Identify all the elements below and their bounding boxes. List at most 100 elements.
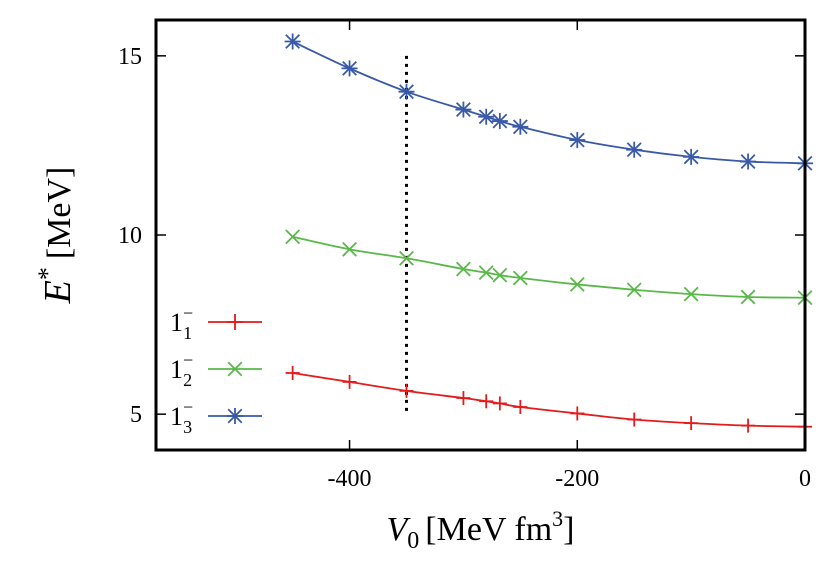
series-2-point	[740, 289, 756, 305]
series-3-point	[398, 83, 415, 100]
series-1-point	[342, 374, 357, 389]
legend-entry-1: 1− 1	[170, 303, 262, 343]
legend-label-sub: 2	[183, 370, 192, 390]
x-tick-label: -400	[328, 466, 372, 492]
series-3-point	[740, 153, 757, 170]
axis-ticks: -400 -200 0 5 10 15	[118, 20, 811, 492]
y-tick-label: 10	[118, 223, 142, 249]
marker-stroke	[478, 265, 494, 281]
series-3-point	[626, 141, 643, 158]
series-1	[285, 365, 812, 434]
marker-stroke	[626, 282, 642, 298]
marker-stroke	[569, 132, 585, 148]
x-tick-label: -200	[555, 466, 599, 492]
series-3-point	[478, 108, 495, 125]
series-2	[285, 229, 813, 306]
x-axis-label-unit-sup: 3	[552, 506, 563, 531]
series-1-point	[570, 406, 585, 421]
y-tick-label: 5	[130, 402, 142, 428]
marker-stroke	[399, 84, 414, 100]
series-2-point	[285, 229, 301, 245]
legend-marker	[227, 408, 243, 424]
legend-label-sup: −	[183, 303, 193, 323]
x-axis-label-unit-pre: [MeV fm	[425, 511, 552, 548]
x-axis-label-unit-post: ]	[563, 511, 574, 548]
legend-marker	[227, 314, 243, 330]
y-tick-label: 15	[118, 44, 142, 70]
legend-marker	[227, 361, 243, 377]
series-2-point	[478, 265, 494, 281]
marker-stroke	[455, 102, 471, 118]
series-3-point	[683, 148, 700, 165]
marker-stroke	[683, 286, 699, 302]
series-3-point	[341, 60, 358, 77]
marker-stroke	[740, 289, 756, 305]
legend-label: 1− 1	[170, 303, 193, 343]
marker-stroke	[285, 229, 301, 245]
series-2-point	[342, 241, 357, 257]
marker-stroke	[342, 60, 357, 76]
x-tick-label: 0	[799, 466, 811, 492]
series-2-point	[512, 270, 528, 286]
series-2-point	[626, 282, 642, 298]
legend-label: 1− 3	[170, 397, 193, 437]
marker-stroke	[478, 109, 494, 125]
series-2-point	[492, 267, 508, 283]
y-axis-label-wrap: E* [MeV]	[33, 167, 79, 305]
series-1-point	[479, 394, 494, 409]
marker-stroke	[512, 119, 528, 135]
marker-stroke	[342, 241, 357, 257]
series-1-point	[399, 383, 414, 398]
legend: 1− 11− 21− 3	[170, 303, 262, 437]
marker-stroke	[626, 142, 642, 158]
series-3	[284, 33, 813, 172]
series-3-line	[292, 40, 806, 165]
legend-label-base: 1	[170, 402, 183, 431]
plot-frame	[154, 18, 807, 452]
series-3-point	[569, 132, 586, 149]
marker-stroke	[455, 261, 471, 277]
series-2-point	[569, 277, 585, 292]
legend-label-base: 1	[170, 355, 183, 384]
series-1-point	[456, 391, 471, 406]
legend-label: 1− 2	[170, 350, 193, 390]
marker-stroke	[740, 154, 756, 169]
legend-label-sup: −	[183, 350, 193, 370]
series-2-point	[399, 250, 414, 266]
series-2-point	[455, 261, 471, 277]
legend-label-sup: −	[183, 397, 193, 417]
series-2-point	[683, 286, 699, 302]
marker-stroke	[512, 270, 528, 286]
legend-label-sub: 3	[183, 417, 192, 437]
legend-label-base: 1	[170, 308, 183, 337]
x-axis-label: V0 [MeV fm3]	[387, 506, 575, 554]
series-1-line	[292, 372, 806, 428]
y-axis-label-main: E	[37, 280, 79, 304]
marker-stroke	[399, 250, 414, 266]
marker-stroke	[569, 277, 585, 292]
marker-stroke	[492, 267, 508, 283]
series-3-point	[455, 101, 472, 118]
series-1-point	[492, 396, 507, 411]
marker-stroke	[227, 361, 243, 377]
marker-stroke	[492, 113, 508, 129]
marker-stroke	[285, 34, 301, 49]
plot-marks	[284, 33, 813, 434]
legend-entry-2: 1− 2	[170, 350, 262, 390]
y-axis-label-sup: *	[33, 267, 62, 280]
y-axis-label-unit: [MeV]	[41, 167, 78, 260]
series-1-point	[627, 412, 642, 427]
series-1-point	[684, 416, 699, 431]
marker-stroke	[227, 408, 243, 424]
series-1-point	[513, 400, 528, 414]
series-1-point	[285, 365, 300, 380]
marker-stroke	[683, 149, 699, 165]
series-3-point	[512, 118, 529, 135]
legend-entry-3: 1− 3	[170, 397, 262, 437]
series-3-point	[284, 33, 301, 50]
x-axis-label-sub: 0	[407, 528, 419, 554]
legend-label-sub: 1	[183, 323, 192, 343]
y-axis-label: E* [MeV]	[33, 167, 79, 305]
series-1-point	[741, 418, 756, 433]
